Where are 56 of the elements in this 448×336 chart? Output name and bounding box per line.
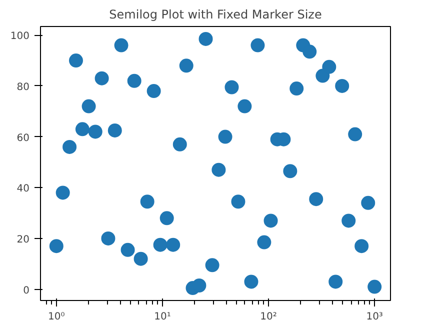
y-tick-label: 80 — [16, 82, 30, 93]
point — [140, 194, 154, 209]
x-tick-label: 10⁰ — [48, 312, 65, 322]
point — [68, 54, 83, 68]
point — [322, 60, 336, 74]
y-tick-label: 0 — [23, 285, 30, 296]
y-tick-label: 60 — [16, 132, 30, 144]
point — [354, 239, 369, 254]
point — [146, 84, 161, 98]
point — [328, 274, 343, 289]
point — [302, 44, 317, 59]
point — [264, 214, 278, 228]
point — [244, 274, 258, 289]
point — [134, 252, 148, 266]
point — [283, 164, 298, 178]
point — [172, 137, 187, 152]
point — [82, 99, 96, 114]
point — [198, 32, 213, 46]
point — [108, 123, 122, 138]
point — [49, 239, 64, 254]
x-tick-label: 10² — [260, 312, 277, 322]
point — [250, 38, 265, 52]
point — [88, 124, 102, 139]
point — [224, 80, 239, 94]
point — [153, 238, 168, 252]
chart-title: Semilog Plot with Fixed Marker Size — [109, 8, 322, 22]
y-tick-label: 20 — [16, 234, 30, 246]
point — [361, 196, 376, 210]
point — [114, 38, 128, 52]
point — [231, 194, 246, 209]
y-tick-label: 40 — [16, 184, 30, 195]
point — [205, 258, 220, 272]
point — [309, 192, 324, 206]
point — [127, 74, 142, 88]
point — [192, 278, 206, 292]
point — [101, 231, 116, 246]
point — [179, 58, 194, 73]
point — [160, 211, 174, 226]
point — [218, 130, 232, 144]
point — [238, 99, 252, 114]
point — [212, 162, 226, 177]
x-tick-label: 10³ — [366, 312, 383, 322]
point — [368, 280, 382, 294]
point — [94, 71, 109, 86]
point — [348, 127, 362, 142]
y-tick-label: 100 — [10, 31, 30, 42]
point — [342, 214, 356, 228]
point — [120, 242, 135, 257]
point — [290, 82, 304, 96]
point — [335, 78, 350, 93]
point — [56, 186, 70, 200]
point — [62, 140, 77, 154]
point — [75, 122, 90, 136]
x-tick-label: 10¹ — [154, 312, 171, 322]
point — [166, 238, 180, 252]
point — [257, 235, 272, 250]
